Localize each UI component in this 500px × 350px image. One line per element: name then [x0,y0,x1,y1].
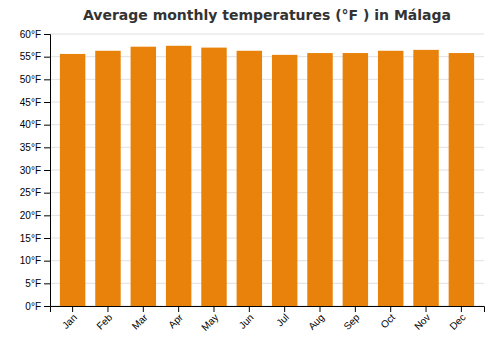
x-tick-label: Nov [412,312,432,332]
y-tick-label: 25°F [20,187,41,198]
x-tick: Feb [94,306,114,332]
x-tick-label: Dec [447,312,467,332]
y-tick-mark [44,193,50,194]
bar [60,54,85,306]
x-tick-label: May [199,312,220,333]
bar [378,51,403,306]
x-tick: Oct [378,306,397,330]
bar [131,47,156,306]
y-tick-mark [44,283,50,284]
x-tick-label: Jan [60,312,79,331]
y-tick-mark [44,170,50,171]
chart: 0°F 5°F 10°F 15°F 20°F 25°F 30°F 35°F 40°F 45°F 50… [0,0,500,350]
x-tick: Apr [166,306,185,330]
y-tick: 15°F [20,233,50,244]
x-tick-mark [355,306,356,312]
x-tick-label: Mar [130,311,150,331]
y-tick-label: 50°F [20,74,41,85]
y-tick-mark [44,125,50,126]
x-tick-mark [178,306,179,312]
y-tick: 30°F [20,165,50,176]
x-axis: Jan Feb Mar Apr May Jun Jul Aug Sep Oct Nov Dec [51,306,485,333]
x-tick-label: Feb [94,311,114,331]
x-axis-line [51,307,485,313]
grid [50,34,484,306]
y-tick-label: 45°F [20,97,41,108]
bar [307,53,332,306]
y-tick: 20°F [20,210,50,221]
y-tick: 10°F [20,255,50,266]
y-tick: 55°F [20,51,50,62]
y-tick-mark [44,261,50,262]
y-tick-mark [44,238,50,239]
y-tick-label: 35°F [20,142,41,153]
y-tick-label: 20°F [20,210,41,221]
y-tick-mark [44,79,50,80]
y-axis: 0°F 5°F 10°F 15°F 20°F 25°F 30°F 35°F 40°F 45°F 50… [20,29,51,312]
y-tick: 5°F [25,278,50,289]
x-tick: Dec [447,306,467,332]
plot: 0°F 5°F 10°F 15°F 20°F 25°F 30°F 35°F 40°F 45°F 50… [20,29,485,333]
x-tick-label: Apr [166,311,185,330]
x-tick-label: Jun [237,312,256,331]
x-tick-mark [107,306,108,312]
x-tick: Jun [237,306,256,331]
y-tick-mark [44,57,50,58]
y-tick-mark [44,102,50,103]
bar [413,50,438,306]
x-tick-mark [249,306,250,312]
y-tick-label: 10°F [20,255,41,266]
x-tick: Aug [306,306,326,332]
x-tick-label: Sep [341,311,362,332]
x-tick-mark [284,306,285,312]
y-tick: 50°F [20,74,50,85]
y-tick-label: 55°F [20,51,41,62]
bars [60,46,474,306]
y-tick-label: 0°F [25,301,41,312]
y-tick-mark [44,34,50,35]
y-tick-label: 40°F [20,119,41,130]
x-tick-mark [143,306,144,312]
x-tick-label: Aug [306,312,326,332]
y-tick: 40°F [20,119,50,130]
bar [449,53,474,306]
y-tick-label: 60°F [20,29,41,40]
y-tick-label: 15°F [20,233,41,244]
x-tick: Nov [412,306,432,332]
x-tick: Jan [60,306,79,331]
x-tick-label: Jul [274,312,291,329]
x-tick: Sep [341,306,362,332]
x-tick-mark [320,306,321,312]
y-tick: 0°F [25,301,50,312]
x-tick-mark [213,306,214,312]
x-tick-mark [426,306,427,312]
y-tick-mark [44,215,50,216]
y-tick-label: 5°F [25,278,41,289]
y-axis-line [44,35,51,307]
y-tick-mark [44,306,50,307]
y-tick: 60°F [20,29,50,40]
bar [272,55,297,306]
x-tick-mark [72,306,73,312]
x-tick: May [199,306,220,333]
x-tick-mark [461,306,462,312]
bar [201,48,226,306]
title: Average monthly temperatures (°F ) in Má… [83,7,451,23]
y-tick-label: 30°F [20,165,41,176]
bar [237,51,262,306]
y-tick-mark [44,147,50,148]
bar [95,51,120,306]
y-tick: 25°F [20,187,50,198]
y-tick: 35°F [20,142,50,153]
x-tick: Jul [274,306,291,328]
bar [343,53,368,306]
x-tick-label: Oct [378,312,397,331]
grid-line [50,34,484,35]
bar [166,46,191,306]
y-tick: 45°F [20,97,50,108]
x-tick: Mar [130,306,150,332]
x-tick-mark [390,306,391,312]
